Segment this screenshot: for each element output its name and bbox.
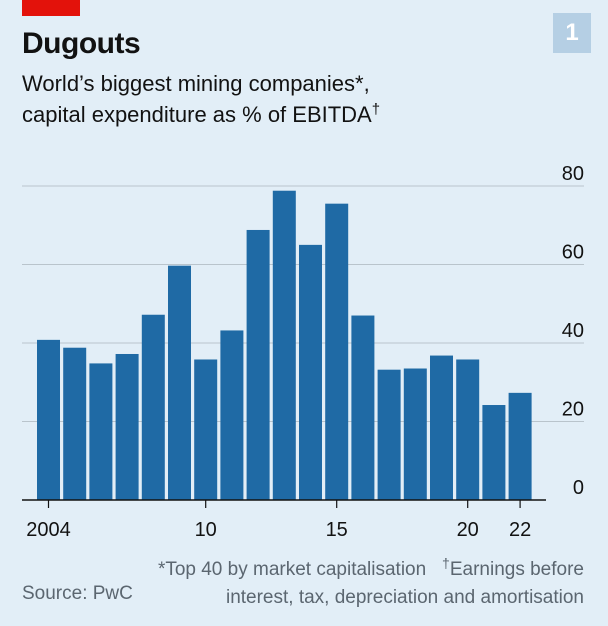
bar-2019 xyxy=(430,355,453,500)
bar-2021 xyxy=(482,405,506,500)
subtitle-line-2: capital expenditure as % of EBITDA† xyxy=(22,99,380,130)
footnotes: *Top 40 by market capitalisation †Earnin… xyxy=(158,556,584,612)
footnote-dagger: † xyxy=(442,555,450,571)
bar-2009 xyxy=(168,265,191,500)
bar-2018 xyxy=(403,368,427,500)
x-tick-label: 15 xyxy=(326,519,348,541)
chart-number-badge: 1 xyxy=(553,13,591,53)
footnote-ebitda-line1: Earnings before xyxy=(449,559,584,580)
footnote-ebitda-line2: interest, tax, depreciation and amortisa… xyxy=(225,587,584,608)
chart-title: Dugouts xyxy=(22,27,141,60)
bar-2015 xyxy=(325,203,349,500)
bar-2004 xyxy=(37,339,60,500)
brand-red-tag xyxy=(22,0,80,16)
bar-2020 xyxy=(456,359,480,500)
subtitle-line-1: World’s biggest mining companies*, xyxy=(22,71,370,96)
y-tick-label: 20 xyxy=(562,399,584,421)
subtitle-dagger: † xyxy=(371,101,381,118)
bar-2013 xyxy=(272,190,296,500)
y-tick-label: 80 xyxy=(562,163,584,185)
bar-2011 xyxy=(220,330,244,500)
bar-2017 xyxy=(377,369,401,500)
y-tick-label: 0 xyxy=(573,477,584,499)
footnote-top40: *Top 40 by market capitalisation xyxy=(157,559,427,580)
bar-2006 xyxy=(89,363,113,500)
bar-2014 xyxy=(299,244,322,500)
x-tick-label: 22 xyxy=(509,519,531,541)
bar-2007 xyxy=(115,353,139,500)
bar-2010 xyxy=(194,359,218,500)
bar-2022 xyxy=(508,392,532,500)
subtitle-line-2-text: capital expenditure as % of EBITDA xyxy=(22,102,372,127)
y-tick-label: 40 xyxy=(562,320,584,342)
bar-2008 xyxy=(141,314,165,500)
source-note: Source: PwC xyxy=(22,583,133,604)
y-tick-label: 60 xyxy=(562,242,584,264)
x-tick-label: 20 xyxy=(457,519,479,541)
bar-2016 xyxy=(351,315,375,500)
bar-2012 xyxy=(246,229,270,500)
x-tick-label: 2004 xyxy=(26,519,71,541)
x-tick-label: 10 xyxy=(195,519,217,541)
chart-subtitle: World’s biggest mining companies*, capit… xyxy=(22,68,380,130)
bar-2005 xyxy=(63,347,87,500)
footnote-line-1: *Top 40 by market capitalisation †Earnin… xyxy=(158,556,584,584)
